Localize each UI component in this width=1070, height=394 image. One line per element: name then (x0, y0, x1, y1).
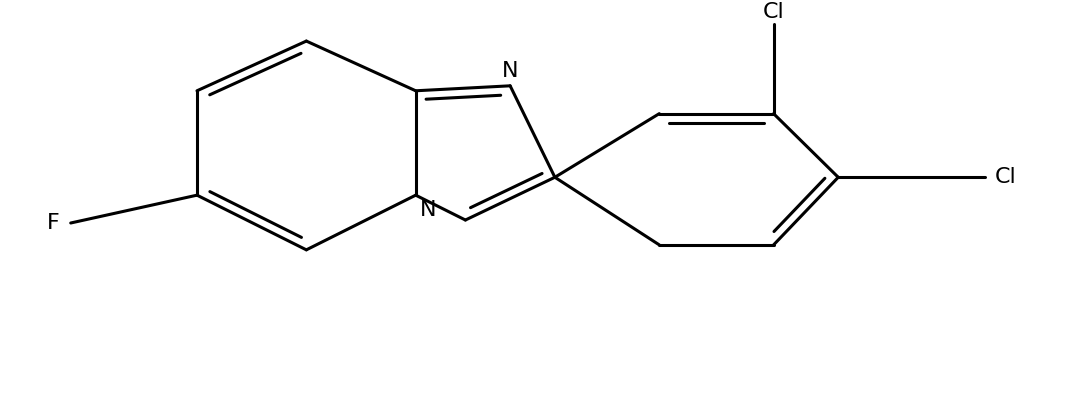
Text: F: F (46, 213, 59, 233)
Text: N: N (502, 61, 518, 81)
Text: Cl: Cl (763, 2, 784, 22)
Text: N: N (419, 200, 435, 220)
Text: Cl: Cl (994, 167, 1016, 187)
